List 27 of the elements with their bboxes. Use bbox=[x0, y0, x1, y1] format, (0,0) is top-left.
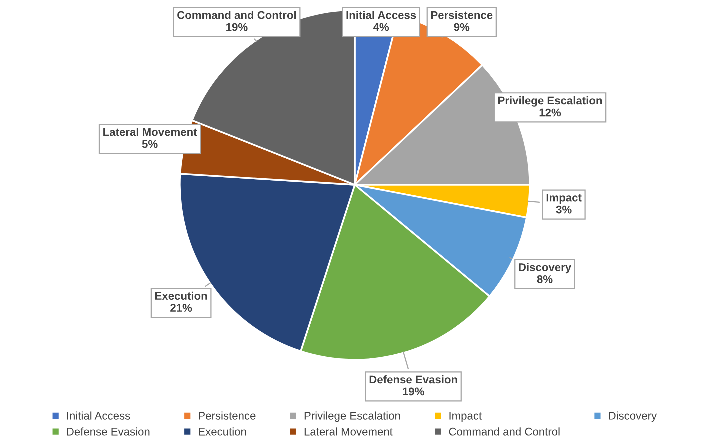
legend-label: Defense Evasion bbox=[67, 428, 150, 436]
slice-label: Command and Control bbox=[178, 11, 296, 20]
slice-label: Initial Access bbox=[346, 11, 416, 20]
data-label: 3% bbox=[556, 206, 572, 214]
slice-label: Privilege Escalation bbox=[498, 96, 602, 107]
data-label: 12% bbox=[540, 108, 562, 117]
data-label: 19% bbox=[226, 23, 248, 32]
legend-label: Lateral Movement bbox=[304, 428, 393, 436]
data-label: 19% bbox=[403, 388, 424, 396]
slice-label: Execution bbox=[156, 292, 208, 300]
legend-label: Command and Control bbox=[449, 428, 560, 436]
data-label: 4% bbox=[373, 23, 390, 32]
slice-label: Persistence bbox=[431, 11, 493, 20]
slice-label: Impact bbox=[546, 194, 582, 204]
data-label: 5% bbox=[142, 140, 158, 148]
legend-label: Persistence bbox=[199, 412, 256, 420]
data-label: 8% bbox=[537, 276, 553, 284]
data-label: 9% bbox=[454, 23, 470, 32]
data-label: 21% bbox=[170, 304, 192, 312]
legend-label: Execution bbox=[199, 428, 246, 436]
legend-label: Privilege Escalation bbox=[304, 412, 400, 422]
slice-label: Lateral Movement bbox=[104, 128, 198, 136]
slice-label: Defense Evasion bbox=[370, 376, 458, 384]
slice-label: Discovery bbox=[519, 263, 572, 274]
legend-label: Discovery bbox=[609, 412, 658, 422]
legend-label: Initial Access bbox=[67, 412, 130, 420]
legend-label: Impact bbox=[450, 412, 482, 422]
